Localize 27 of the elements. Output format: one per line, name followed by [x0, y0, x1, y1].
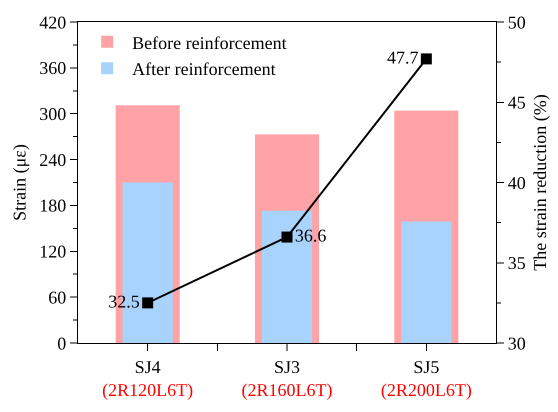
y2-axis-title: The strain reduction (%)	[530, 94, 550, 271]
y2-tick-label: 50	[508, 12, 526, 32]
y-tick-label: 0	[57, 333, 66, 354]
y-tick-label: 240	[39, 150, 66, 170]
legend-label: Before reinforcement	[132, 32, 287, 53]
y2-tick-label: 30	[508, 333, 526, 354]
y2-tick-label: 35	[508, 253, 526, 274]
y-tick-label: 120	[39, 242, 66, 262]
data-label: 47.7	[386, 47, 418, 68]
y2-tick-label: 45	[508, 92, 526, 113]
point	[420, 53, 432, 64]
y-tick-label: 300	[39, 104, 66, 124]
legend-label: After reinforcement	[132, 59, 276, 80]
y2-tick-label: 40	[508, 172, 526, 193]
data-label: 32.5	[108, 291, 140, 312]
x-tick-label: SJ4 (2R120L6T)	[102, 356, 194, 400]
x-tick-label: SJ3 (2R160L6T)	[242, 356, 332, 400]
data-label: 36.6	[294, 226, 326, 246]
y-tick-label: 180	[39, 196, 66, 216]
x-tick-label: SJ5 (2R200L6T)	[380, 356, 472, 400]
point	[282, 232, 292, 243]
y-tick-label: 60	[48, 287, 66, 308]
y-tick-label: 360	[39, 58, 66, 78]
bar	[401, 221, 452, 343]
y-tick-label: 420	[39, 12, 66, 32]
y-axis-title: Strain (με)	[9, 144, 30, 221]
point	[142, 297, 154, 308]
